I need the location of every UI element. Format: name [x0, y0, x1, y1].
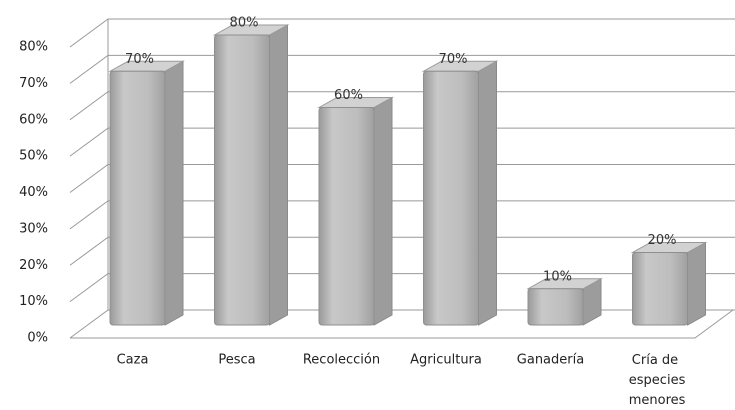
x-tick-label: Pesca — [218, 353, 255, 368]
y-tick-label: 60% — [19, 112, 48, 127]
y-tick-label: 80% — [19, 40, 48, 55]
floor — [70, 309, 734, 339]
x-tick-label: Cría de especies menores — [625, 353, 686, 408]
y-tick-label: 20% — [19, 258, 48, 273]
bar — [632, 252, 688, 326]
bar-side — [164, 60, 184, 326]
y-tick-label: 70% — [19, 76, 48, 91]
grid-line — [69, 236, 735, 266]
grid-line — [69, 309, 735, 339]
bar-side — [478, 60, 497, 326]
bar — [527, 288, 584, 326]
y-tick-label: 10% — [19, 294, 48, 309]
bar — [214, 34, 270, 326]
value-label: 80% — [230, 16, 259, 31]
grid-line — [69, 18, 735, 48]
grid-line — [69, 273, 735, 303]
x-tick-label: Caza — [117, 353, 149, 368]
y-tick-label: 40% — [19, 185, 48, 200]
grid-line — [69, 91, 735, 121]
x-tick-label: Ganadería — [517, 353, 584, 368]
grid-line — [69, 164, 735, 193]
value-label: 20% — [648, 233, 677, 248]
bar-side — [687, 241, 706, 326]
x-tick-label: Agricultura — [410, 353, 482, 368]
value-label: 10% — [543, 269, 572, 284]
bar-side — [269, 24, 288, 326]
grid-line — [69, 200, 735, 230]
value-label: 70% — [439, 52, 468, 67]
grid-line — [69, 54, 735, 84]
y-tick-label: 50% — [19, 149, 48, 164]
y-tick-label: 30% — [19, 221, 48, 236]
bar — [318, 107, 375, 326]
value-label: 60% — [334, 88, 363, 103]
bar — [109, 70, 166, 326]
x-tick-label: Recolección — [303, 353, 380, 368]
value-label: 70% — [125, 52, 154, 67]
y-tick-label: 0% — [27, 331, 48, 346]
bar — [423, 70, 479, 326]
bar-side — [373, 96, 393, 326]
grid-line — [69, 127, 735, 157]
